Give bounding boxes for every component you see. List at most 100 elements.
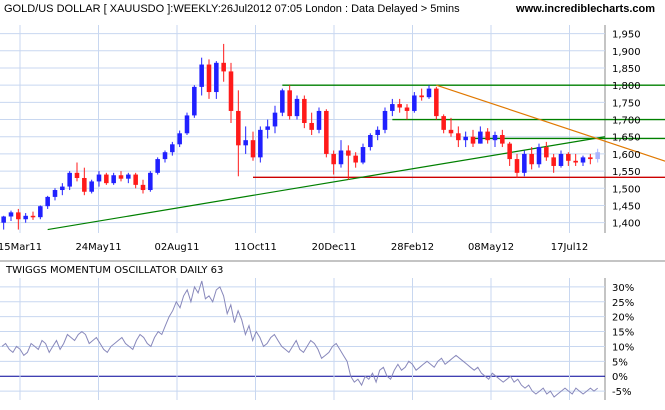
candle-body [8, 212, 14, 217]
oscillator-tick-label: 0% [612, 372, 628, 383]
candle-body [434, 88, 439, 117]
candle-body [206, 64, 212, 93]
candle-body [522, 153, 527, 173]
oscillator-title: TWIGGS MOMENTUM OSCILLATOR DAILY 63 [5, 265, 223, 276]
candle-body [265, 126, 270, 130]
date-tick-label: 20Dec11 [312, 242, 357, 253]
candle-body [104, 174, 109, 184]
candle-body [338, 150, 344, 165]
candle-body [536, 147, 542, 165]
candle-body [184, 115, 190, 134]
oscillator-tick-label: 10% [612, 342, 634, 353]
candle-body [507, 143, 512, 160]
candle-body [309, 122, 314, 130]
price-grid [0, 25, 665, 262]
candle-body [38, 206, 43, 218]
price-tick-label: 1,750 [612, 98, 641, 109]
candle-body [382, 110, 388, 130]
oscillator-tick-label: 20% [612, 313, 634, 324]
candle-body [412, 95, 417, 111]
candle-body [126, 174, 131, 179]
tick-labels: 1,400 1,450 1,500 1,550 1,600 1,650 1,700 1,750… [0, 30, 641, 398]
candle-body [390, 104, 395, 111]
candle-body [280, 90, 285, 113]
candle-body [514, 159, 520, 173]
candle-body [228, 71, 234, 111]
candle-body [162, 152, 168, 160]
downtrend-line [436, 84, 665, 162]
candle-body [375, 129, 380, 136]
candle-body [111, 175, 116, 184]
chart-title: GOLD/US DOLLAR [ XAUUSDO ]:WEEKLY:26Jul2… [4, 3, 460, 15]
candle-body [250, 140, 256, 158]
candle-body [23, 215, 28, 220]
candle-body [470, 136, 476, 144]
candle-body [573, 160, 578, 163]
candle-body [221, 62, 226, 72]
oscillator-tick-label: -5% [612, 387, 631, 398]
candle-body [456, 133, 461, 141]
price-tick-label: 1,700 [612, 116, 641, 127]
candle-body [60, 186, 65, 191]
date-tick-label: 11Oct11 [234, 242, 277, 253]
oscillator-tick-label: 5% [612, 357, 628, 368]
candle-body [492, 135, 498, 141]
candle-body [140, 184, 146, 191]
candle-body [331, 153, 336, 165]
candle-body [324, 110, 329, 154]
oscillator-tick-label: 30% [612, 283, 634, 294]
candle-body [368, 135, 373, 148]
candle-body [558, 153, 564, 166]
candle-body [485, 131, 490, 141]
price-candles [1, 43, 600, 230]
price-tick-label: 1,650 [612, 133, 641, 144]
candle-body [118, 175, 124, 179]
candle-body [1, 216, 6, 223]
oscillator-line [1, 280, 599, 398]
candle-body [74, 172, 80, 178]
annotation-lines [47, 84, 665, 231]
price-tick-label: 1,900 [612, 47, 641, 58]
candle-body [243, 140, 248, 146]
candle-body [360, 147, 366, 163]
candle-body [45, 196, 50, 207]
candle-body [441, 116, 446, 130]
date-tick-label: 24May11 [75, 242, 121, 253]
candle-body [133, 174, 138, 185]
oscillator-grid [0, 278, 606, 400]
price-tick-label: 1,550 [612, 167, 641, 178]
candle-body [287, 90, 292, 117]
candle-body [148, 172, 153, 191]
candle-body [426, 88, 432, 98]
date-tick-label: 17Jul12 [551, 242, 589, 253]
candle-body [404, 107, 410, 111]
oscillator-tick-label: 15% [612, 328, 634, 339]
candle-body [551, 157, 556, 166]
candle-body [155, 159, 160, 173]
date-tick-label: 15Mar11 [0, 242, 42, 253]
trendline-line [47, 136, 606, 231]
candle-body [595, 152, 600, 160]
candle-body [316, 110, 322, 130]
candle-body [500, 135, 505, 144]
price-tick-label: 1,450 [612, 201, 641, 212]
oscillator-series [1, 280, 599, 398]
date-tick-label: 02Aug11 [155, 242, 200, 253]
candle-body [199, 64, 204, 87]
date-tick-label: 08May12 [468, 242, 514, 253]
candle-body [397, 104, 402, 108]
price-tick-label: 1,800 [612, 81, 641, 92]
candle-body [302, 98, 307, 123]
site-link[interactable]: www.incrediblecharts.com [516, 3, 655, 15]
candle-body [419, 95, 424, 98]
price-tick-label: 1,500 [612, 184, 641, 195]
candle-body [529, 153, 534, 165]
candle-body [566, 153, 571, 161]
candle-body [353, 155, 358, 163]
candle-body [544, 147, 549, 158]
price-tick-label: 1,850 [612, 64, 641, 75]
candle-body [463, 136, 468, 141]
candle-body [192, 86, 197, 116]
candle-body [294, 98, 300, 117]
